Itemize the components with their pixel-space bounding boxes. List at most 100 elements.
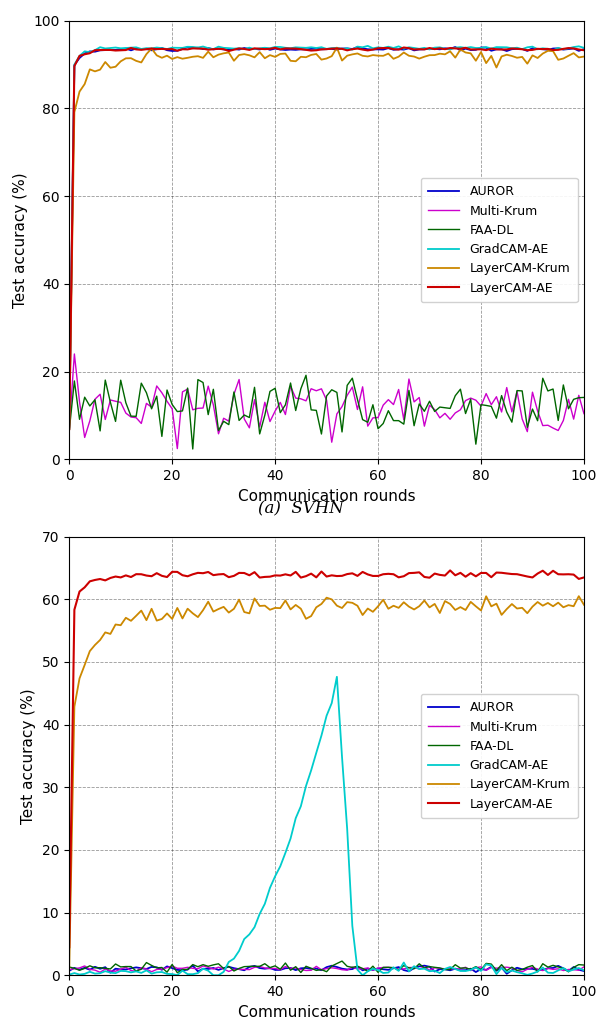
Line: LayerCAM-AE: LayerCAM-AE: [69, 571, 584, 947]
Multi-Krum: [205, 380, 212, 392]
Multi-Krum: [66, 964, 73, 976]
AUROR: [199, 963, 206, 975]
GradCAM-AE: [380, 41, 387, 54]
Multi-Krum: [66, 422, 73, 434]
GradCAM-AE: [102, 42, 109, 55]
Multi-Krum: [312, 960, 320, 972]
FAA-DL: [312, 405, 320, 417]
AUROR: [66, 965, 73, 977]
Line: FAA-DL: FAA-DL: [69, 961, 584, 973]
FAA-DL: [308, 962, 315, 974]
Multi-Krum: [107, 394, 114, 407]
LayerCAM-AE: [457, 567, 464, 579]
GradCAM-AE: [580, 41, 588, 54]
Line: LayerCAM-Krum: LayerCAM-Krum: [69, 47, 584, 429]
LayerCAM-AE: [102, 43, 109, 56]
LayerCAM-Krum: [194, 50, 202, 62]
Line: LayerCAM-Krum: LayerCAM-Krum: [69, 596, 584, 969]
AUROR: [457, 44, 464, 57]
LayerCAM-AE: [457, 42, 464, 55]
GradCAM-AE: [66, 968, 73, 980]
Line: AUROR: AUROR: [69, 47, 584, 427]
LayerCAM-Krum: [452, 604, 459, 616]
LayerCAM-AE: [400, 41, 408, 54]
LayerCAM-AE: [102, 574, 109, 586]
LayerCAM-AE: [194, 567, 202, 579]
GradCAM-AE: [302, 41, 309, 54]
AUROR: [189, 960, 196, 972]
GradCAM-AE: [66, 423, 73, 436]
GradCAM-AE: [334, 671, 341, 683]
FAA-DL: [436, 962, 444, 974]
Multi-Krum: [312, 385, 320, 397]
AUROR: [503, 968, 510, 980]
AUROR: [302, 43, 309, 56]
FAA-DL: [462, 962, 469, 974]
GradCAM-AE: [194, 41, 202, 54]
LayerCAM-AE: [66, 423, 73, 436]
Y-axis label: Test accuracy (%): Test accuracy (%): [21, 688, 36, 824]
Multi-Krum: [580, 961, 588, 973]
GradCAM-AE: [431, 41, 438, 54]
LayerCAM-Krum: [374, 600, 382, 612]
AUROR: [380, 963, 387, 975]
Line: Multi-Krum: Multi-Krum: [69, 966, 584, 972]
Multi-Krum: [107, 965, 114, 977]
Line: GradCAM-AE: GradCAM-AE: [69, 677, 584, 975]
AUROR: [431, 965, 438, 977]
GradCAM-AE: [102, 965, 109, 977]
Multi-Krum: [205, 961, 212, 973]
Multi-Krum: [385, 961, 392, 973]
X-axis label: Communication rounds: Communication rounds: [238, 488, 415, 504]
AUROR: [308, 963, 315, 975]
LayerCAM-Krum: [431, 49, 438, 61]
Multi-Krum: [462, 961, 469, 973]
LayerCAM-Krum: [580, 51, 588, 63]
LayerCAM-AE: [374, 42, 382, 55]
AUROR: [452, 41, 459, 54]
LayerCAM-Krum: [380, 50, 387, 62]
FAA-DL: [462, 408, 469, 420]
FAA-DL: [102, 962, 109, 974]
FAA-DL: [580, 391, 588, 404]
Multi-Krum: [96, 966, 104, 978]
Line: LayerCAM-AE: LayerCAM-AE: [69, 47, 584, 429]
FAA-DL: [302, 369, 309, 382]
Multi-Krum: [174, 443, 181, 455]
LayerCAM-Krum: [302, 51, 309, 63]
FAA-DL: [102, 374, 109, 386]
LayerCAM-Krum: [66, 423, 73, 436]
LayerCAM-AE: [580, 44, 588, 57]
FAA-DL: [436, 400, 444, 413]
FAA-DL: [338, 955, 346, 967]
FAA-DL: [174, 967, 181, 979]
LayerCAM-Krum: [426, 602, 433, 614]
LayerCAM-Krum: [580, 599, 588, 611]
LayerCAM-Krum: [194, 611, 202, 623]
LayerCAM-AE: [66, 941, 73, 954]
Line: GradCAM-AE: GradCAM-AE: [69, 45, 584, 429]
GradCAM-AE: [194, 967, 202, 979]
AUROR: [426, 42, 433, 55]
FAA-DL: [199, 959, 206, 971]
Multi-Krum: [385, 393, 392, 406]
AUROR: [102, 961, 109, 973]
Legend: AUROR, Multi-Krum, FAA-DL, GradCAM-AE, LayerCAM-Krum, LayerCAM-AE: AUROR, Multi-Krum, FAA-DL, GradCAM-AE, L…: [421, 178, 578, 302]
FAA-DL: [580, 959, 588, 971]
Multi-Krum: [436, 412, 444, 424]
AUROR: [102, 44, 109, 57]
FAA-DL: [199, 377, 206, 389]
LayerCAM-AE: [426, 572, 433, 584]
LayerCAM-Krum: [457, 43, 464, 56]
FAA-DL: [66, 424, 73, 437]
X-axis label: Communication rounds: Communication rounds: [238, 1004, 415, 1020]
Legend: AUROR, Multi-Krum, FAA-DL, GradCAM-AE, LayerCAM-Krum, LayerCAM-AE: AUROR, Multi-Krum, FAA-DL, GradCAM-AE, L…: [421, 694, 578, 818]
Multi-Krum: [462, 394, 469, 407]
Line: FAA-DL: FAA-DL: [69, 376, 584, 449]
LayerCAM-Krum: [102, 56, 109, 68]
LayerCAM-Krum: [66, 963, 73, 975]
FAA-DL: [385, 405, 392, 417]
LayerCAM-AE: [447, 565, 454, 577]
GradCAM-AE: [308, 764, 315, 776]
LayerCAM-Krum: [102, 626, 109, 639]
